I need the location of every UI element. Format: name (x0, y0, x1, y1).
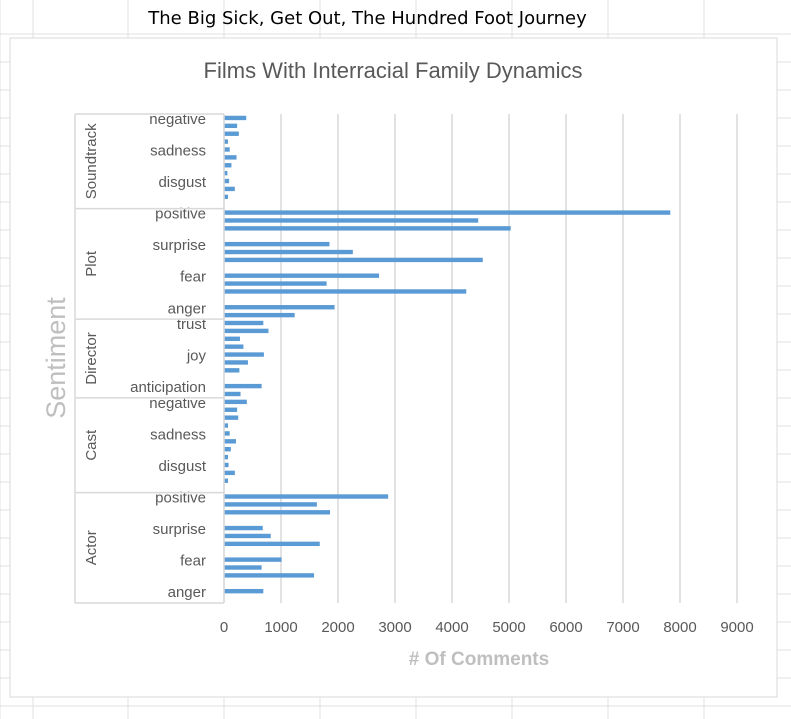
x-tick-label: 7000 (606, 619, 639, 636)
bar (224, 478, 228, 483)
bar (224, 383, 262, 389)
bar (224, 131, 239, 136)
y-category-label: negative (149, 111, 206, 128)
bar (224, 454, 228, 460)
bar (224, 139, 228, 144)
y-category-label: surprise (153, 521, 206, 538)
bar (224, 194, 228, 200)
bar (224, 502, 317, 507)
bar (224, 320, 264, 326)
bar (224, 565, 262, 570)
y-group-label: Soundtrack (83, 123, 100, 199)
bar (224, 439, 236, 444)
bar (224, 241, 330, 247)
bar (224, 344, 244, 349)
bar (224, 186, 235, 192)
y-category-label: sadness (150, 143, 206, 160)
chart-title: Films With Interracial Family Dynamics (204, 58, 583, 83)
bar (224, 328, 269, 334)
bar (224, 399, 247, 405)
bar (224, 588, 264, 594)
x-axis-title: # Of Comments (409, 649, 549, 670)
x-tick-label: 0 (220, 619, 228, 636)
y-category-label: anger (168, 300, 206, 317)
y-category-label: sadness (150, 426, 206, 443)
sheet-cell-header[interactable]: The Big Sick, Get Out, The Hundred Foot … (148, 8, 587, 29)
bar (224, 312, 295, 318)
bar (224, 305, 335, 310)
bar (224, 218, 479, 223)
y-group-label: Director (83, 332, 100, 385)
x-tick-label: 6000 (549, 619, 582, 636)
x-tick-label: 9000 (720, 619, 753, 636)
bar (224, 423, 228, 428)
bar (224, 352, 264, 357)
bar (224, 573, 315, 578)
x-tick-label: 1000 (264, 619, 297, 636)
y-category-label: anger (168, 584, 206, 601)
bar (224, 281, 327, 286)
bar (224, 447, 231, 452)
bar (224, 391, 241, 397)
bar (224, 462, 229, 468)
chart-area[interactable] (9, 37, 778, 698)
y-category-label: joy (186, 348, 207, 365)
bar (224, 525, 263, 531)
bar (224, 533, 271, 539)
y-category-label: disgust (158, 458, 206, 475)
bar (224, 368, 240, 373)
bar (224, 557, 282, 562)
bar (224, 123, 238, 129)
bar (224, 155, 237, 160)
x-tick-label: 3000 (378, 619, 411, 636)
y-category-label: anticipation (130, 379, 206, 396)
y-category-label: trust (177, 316, 207, 333)
y-category-label: negative (149, 395, 206, 412)
y-axis-title: Sentiment (41, 297, 71, 419)
y-category-label: positive (155, 206, 206, 223)
bar (224, 407, 238, 412)
bar (224, 178, 230, 184)
bar (224, 541, 320, 547)
y-group-label: Cast (83, 429, 100, 461)
bar (224, 494, 389, 499)
bar (224, 210, 671, 215)
bar (224, 360, 248, 365)
y-category-label: fear (180, 269, 206, 286)
bar (224, 415, 239, 420)
bar (224, 289, 467, 294)
y-group-label: Actor (83, 530, 100, 565)
bar (224, 470, 235, 476)
x-tick-label: 5000 (492, 619, 525, 636)
bar (224, 249, 353, 255)
y-group-label: Plot (83, 250, 100, 277)
bar (224, 226, 511, 231)
y-category-label: fear (180, 553, 206, 570)
y-category-label: disgust (158, 174, 206, 191)
bar (224, 163, 232, 168)
bar (224, 170, 228, 176)
bar (224, 510, 331, 515)
bar (224, 115, 247, 121)
y-category-label: surprise (153, 237, 206, 254)
y-category-label: positive (155, 490, 206, 507)
x-tick-label: 2000 (321, 619, 354, 636)
bar (224, 273, 380, 278)
bar (224, 336, 240, 341)
bar (224, 147, 230, 152)
x-tick-label: 8000 (663, 619, 696, 636)
bar (224, 431, 230, 436)
bar (224, 257, 483, 263)
x-tick-label: 4000 (435, 619, 468, 636)
